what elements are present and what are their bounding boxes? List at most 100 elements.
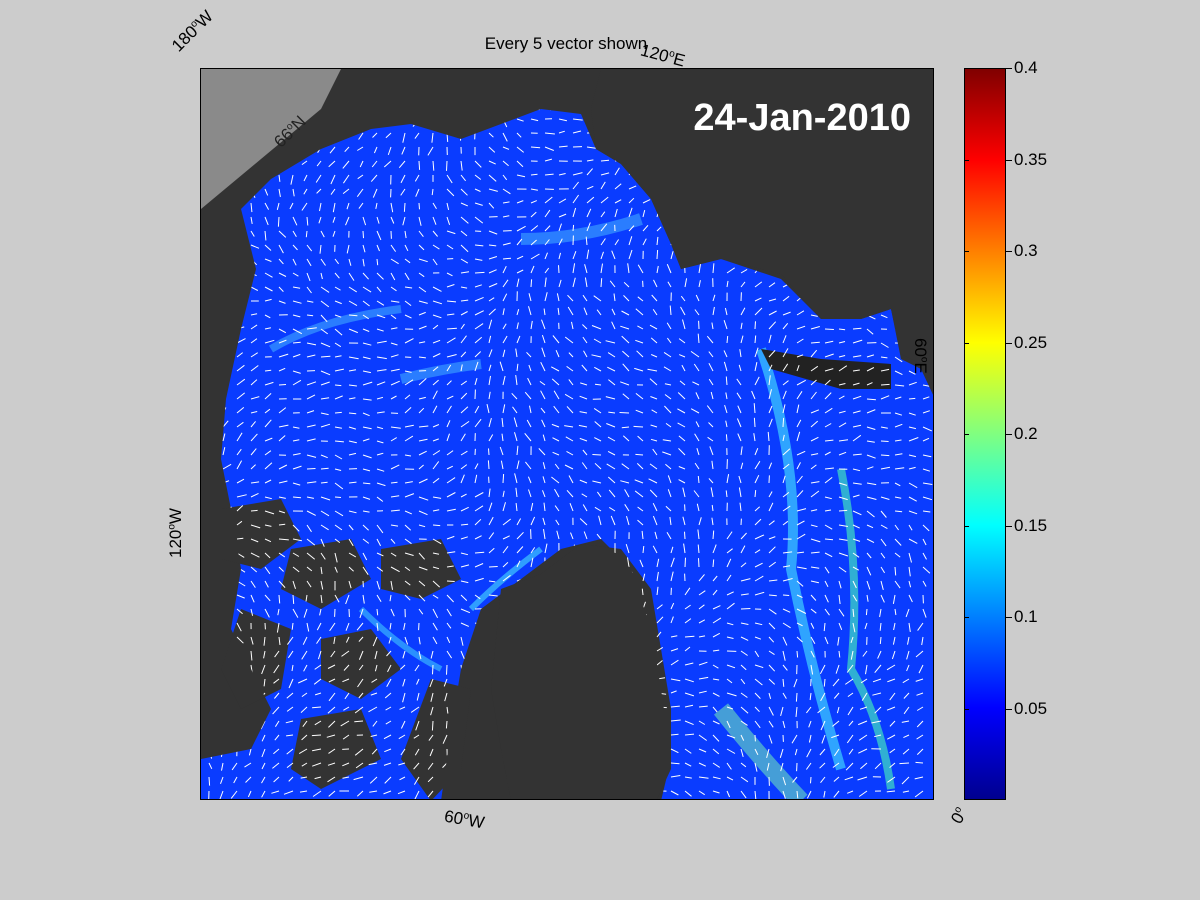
vector-arrow — [474, 244, 484, 247]
vector-arrow — [362, 328, 370, 332]
vector-arrow — [864, 622, 868, 630]
vector-arrow — [399, 664, 406, 670]
vector-arrow — [880, 496, 890, 500]
vector-arrow — [460, 160, 463, 171]
vector-arrow — [530, 516, 536, 526]
vector-arrow — [656, 616, 664, 624]
vector-arrow — [244, 762, 252, 768]
vector-arrow — [390, 272, 396, 281]
vector-arrow — [278, 272, 287, 277]
vector-arrow — [278, 496, 286, 499]
vector-arrow — [916, 692, 924, 696]
vector-arrow — [551, 378, 560, 386]
vector-arrow — [222, 365, 231, 372]
vector-arrow — [726, 602, 735, 610]
colorbar-tick-label: 0.2 — [1014, 424, 1038, 443]
vector-arrow — [582, 324, 588, 330]
vector-arrow — [708, 351, 714, 358]
vector-arrow — [334, 272, 340, 279]
vector-arrow — [740, 734, 745, 741]
vector-arrow — [782, 363, 789, 372]
vector-arrow — [432, 353, 441, 358]
vector-arrow — [852, 339, 863, 344]
vector-arrow — [264, 538, 272, 543]
vector-arrow — [754, 706, 760, 713]
vector-arrow — [810, 391, 817, 400]
vector-arrow — [208, 532, 216, 540]
vector-arrow — [642, 209, 646, 218]
vector-arrow — [907, 636, 910, 645]
vector-arrow — [236, 270, 246, 274]
vector-arrow — [880, 342, 889, 348]
vector-arrow — [587, 91, 597, 92]
vector-arrow — [278, 510, 286, 514]
vector-arrow — [290, 174, 294, 185]
vector-arrow — [712, 649, 720, 652]
vector-arrow — [651, 409, 658, 414]
vector-arrow — [220, 720, 224, 731]
vector-arrow — [359, 608, 364, 619]
vector-arrow — [316, 636, 322, 644]
vector-arrow — [852, 594, 858, 602]
vector-arrow — [489, 91, 490, 100]
vector-arrow — [376, 356, 387, 360]
vector-arrow — [277, 216, 280, 227]
vector-arrow — [373, 146, 378, 154]
vector-arrow — [334, 454, 343, 460]
vector-arrow — [584, 264, 588, 274]
vector-arrow — [908, 524, 913, 531]
vector-arrow — [345, 594, 350, 605]
vector-arrow — [297, 678, 308, 684]
vector-arrow — [416, 678, 420, 685]
vector-arrow — [208, 335, 213, 344]
vector-arrow — [362, 594, 365, 604]
vector-arrow — [385, 105, 391, 107]
vector-arrow — [500, 460, 504, 470]
vector-arrow — [838, 355, 846, 358]
vector-arrow — [810, 420, 819, 428]
vector-arrow — [662, 439, 672, 442]
vector-arrow — [418, 230, 424, 238]
vector-arrow — [740, 562, 747, 568]
vector-arrow — [554, 505, 560, 512]
vector-arrow — [404, 244, 409, 252]
vector-arrow — [810, 580, 820, 584]
vector-arrow — [418, 286, 427, 293]
vector-arrow — [541, 334, 546, 344]
vector-arrow — [573, 103, 582, 105]
vector-arrow — [314, 776, 322, 780]
vector-arrow — [558, 252, 561, 260]
vector-arrow — [236, 505, 244, 512]
vector-arrow — [572, 172, 583, 176]
vector-arrow — [572, 130, 582, 134]
vector-arrow — [680, 295, 686, 302]
vector-arrow — [726, 474, 730, 484]
vector-arrow — [292, 188, 295, 197]
vector-arrow — [460, 311, 468, 316]
lon-label-60e: 60oE — [911, 338, 930, 374]
colorbar-tick-inner — [964, 708, 969, 710]
vector-arrow — [726, 790, 731, 798]
vector-arrow — [558, 279, 562, 288]
vector-arrow — [446, 706, 449, 714]
vector-arrow — [543, 308, 546, 316]
vector-arrow — [726, 734, 736, 739]
vector-arrow — [348, 452, 357, 456]
vector-arrow — [738, 475, 742, 484]
vector-arrow — [821, 734, 826, 744]
vector-arrow — [554, 463, 560, 470]
vector-arrow — [594, 421, 602, 428]
vector-arrow — [738, 364, 742, 372]
vector-arrow — [768, 491, 773, 498]
vector-arrow — [642, 545, 645, 554]
vector-arrow — [236, 230, 246, 235]
vector-arrow — [754, 297, 762, 302]
vector-arrow — [806, 706, 812, 714]
vector-arrow — [891, 650, 896, 660]
vector-arrow — [278, 580, 286, 588]
vector-arrow — [514, 473, 518, 484]
vector-arrow — [852, 468, 861, 472]
vector-arrow — [652, 309, 658, 316]
vector-arrow — [782, 417, 785, 428]
vector-arrow — [488, 502, 493, 512]
